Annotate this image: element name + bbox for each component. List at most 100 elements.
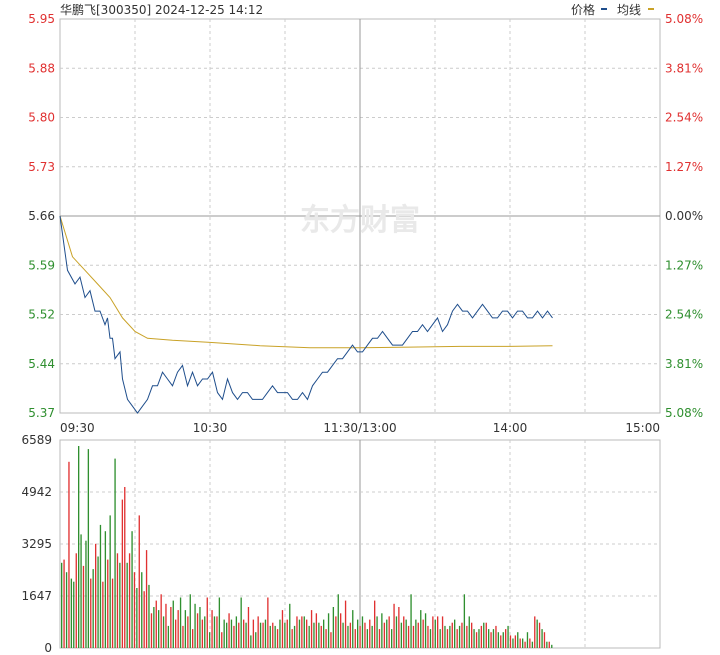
volume-bar [216,616,218,648]
volume-bar [412,625,415,648]
volume-bar [184,610,187,648]
volume-bar [245,622,247,648]
volume-bar [534,616,536,648]
volume-bar [206,597,208,648]
volume-bar [512,638,514,648]
volume-bar [429,629,432,648]
volume-bar [226,622,228,648]
price-line [59,215,553,414]
volume-bar [182,625,184,648]
volume-bar [536,619,538,648]
volume-bar [320,625,322,648]
time-axis-labels: 09:30 10:30 11:30/13:00 14:00 15:00 [60,421,660,435]
volume-bar [238,622,240,648]
volume-bar [155,600,157,648]
change-y-tick-label: 3.81% [665,61,703,75]
volume-bar [546,641,548,648]
volume-bar [269,625,271,648]
price-panel: 东方财富 5.95 5.88 5.80 5.73 5.66 5.59 5.52 5.44 5.3… [28,12,703,435]
price-y-tick-label: 5.95 [28,12,55,26]
volume-bar [371,625,373,648]
volume-bars [61,446,553,648]
volume-bar [451,622,453,648]
volume-bar [141,572,143,648]
volume-bar [485,622,487,648]
volume-bar [383,622,386,648]
volume-bar [466,625,468,648]
volume-bar [505,629,507,648]
volume-bar [417,622,419,648]
volume-bar [235,616,238,648]
volume-bar [286,619,288,648]
volume-bar [437,616,439,648]
volume-bar [255,632,257,648]
volume-bar [145,550,148,648]
volume-bar [143,591,145,648]
volume-bar [204,616,206,648]
legend-avg-label: 均线 [617,3,641,17]
volume-bar [243,619,245,648]
volume-bar [252,619,255,648]
price-y-tick-label: 5.37 [28,406,55,420]
volume-bar [68,461,70,648]
volume-bar [475,632,478,648]
volume-bar [196,613,199,648]
volume-bar [82,565,85,648]
volume-bar [405,619,407,648]
legend-price-swatch [601,8,607,10]
volume-bar [524,641,526,648]
volume-bar [478,629,480,648]
price-y-tick-label: 5.59 [28,258,55,272]
volume-bar [359,625,361,648]
volume-bar [337,594,339,648]
volume-bar [162,616,165,648]
volume-bar [133,572,136,648]
volume-bar [315,613,318,648]
volume-bar [407,625,410,648]
change-y-tick-label: 0.00% [665,209,703,223]
volume-bar [175,619,177,648]
volume-bar [347,625,349,648]
volume-bar [441,616,444,648]
volume-bar [378,629,381,648]
price-change-axis-labels: 5.08% 3.81% 2.54% 1.27% 0.00% 1.27% 2.54% 3.81%… [665,12,703,420]
volume-bar [296,616,298,648]
volume-bar [148,584,150,648]
volume-bar [502,632,504,648]
volume-bar [211,610,213,648]
volume-bar [187,616,189,648]
volume-bar [327,613,330,648]
volume-bar [201,619,204,648]
volume-bar [354,629,356,648]
volume-bar [376,616,378,648]
volume-bar [374,600,376,648]
volume-bar [138,515,140,648]
volume-bar [61,562,63,648]
volume-bar [284,622,286,648]
volume-bar [344,600,347,648]
volume-bar [318,622,320,648]
volume-bar [276,629,279,648]
volume-bar [240,597,242,648]
volume-bar [490,632,492,648]
volume-bar [432,616,434,648]
volume-bar [111,578,114,648]
volume-bar [332,607,335,648]
volume-bar [420,610,422,648]
volume-bar [223,619,225,648]
volume-bar [492,629,495,648]
volume-bar [434,619,436,648]
volume-bar [281,610,284,648]
volume-bar [439,629,441,648]
volume-bar [177,610,179,648]
volume-bar [194,603,196,648]
volume-bar [170,607,172,648]
volume-bar [165,603,167,648]
volume-y-tick-label: 4942 [21,485,52,499]
volume-bar [63,559,65,648]
volume-bar [85,540,87,648]
price-y-tick-label: 5.66 [28,209,55,223]
volume-bar [116,553,119,648]
volume-bar [381,613,383,648]
time-tick-label: 11:30/13:00 [323,421,396,435]
